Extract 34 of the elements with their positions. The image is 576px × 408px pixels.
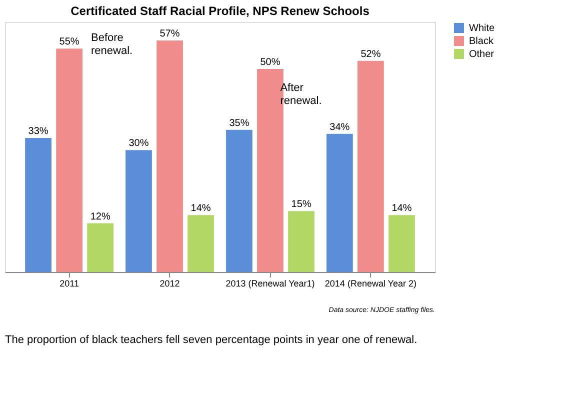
legend-label: Other: [469, 49, 495, 60]
bar: [126, 150, 152, 272]
x-tick-label: 2013 (Renewal Year1): [226, 278, 315, 288]
bar: [156, 40, 183, 272]
bar: [226, 130, 252, 272]
data-label: 52%: [360, 48, 381, 60]
data-label: 34%: [330, 122, 350, 133]
data-label: 55%: [59, 36, 80, 48]
legend-label: Black: [469, 36, 494, 47]
bar: [288, 211, 314, 272]
data-label: 15%: [291, 199, 312, 210]
data-label: 35%: [229, 118, 250, 129]
bar: [87, 223, 114, 272]
bar: [358, 60, 384, 272]
data-label: 57%: [160, 28, 180, 40]
data-label: 50%: [260, 56, 280, 68]
data-label: 30%: [128, 138, 149, 150]
bar: [25, 138, 52, 272]
data-label: 14%: [392, 203, 412, 214]
data-label: 14%: [190, 203, 211, 214]
bar: [326, 134, 353, 272]
annotation: Before renewal.: [91, 32, 133, 57]
bar: [56, 48, 82, 272]
legend-label: White: [469, 23, 495, 34]
data-label: 33%: [28, 126, 48, 137]
x-tick-label: 2011: [60, 278, 79, 288]
bar: [388, 215, 415, 272]
text: The proportion of black teachers fell seven percentage points in year one of renewal.: [5, 334, 418, 346]
bar: [188, 215, 214, 272]
x-tick-label: 2012: [160, 278, 180, 288]
annotation: After renewal.: [280, 82, 322, 107]
x-tick-label: 2014 (Renewal Year 2): [324, 278, 416, 288]
chart-title: Certificated Staff Racial Profile, NPS Renew Schools: [70, 4, 370, 18]
data-label: 12%: [90, 211, 110, 222]
